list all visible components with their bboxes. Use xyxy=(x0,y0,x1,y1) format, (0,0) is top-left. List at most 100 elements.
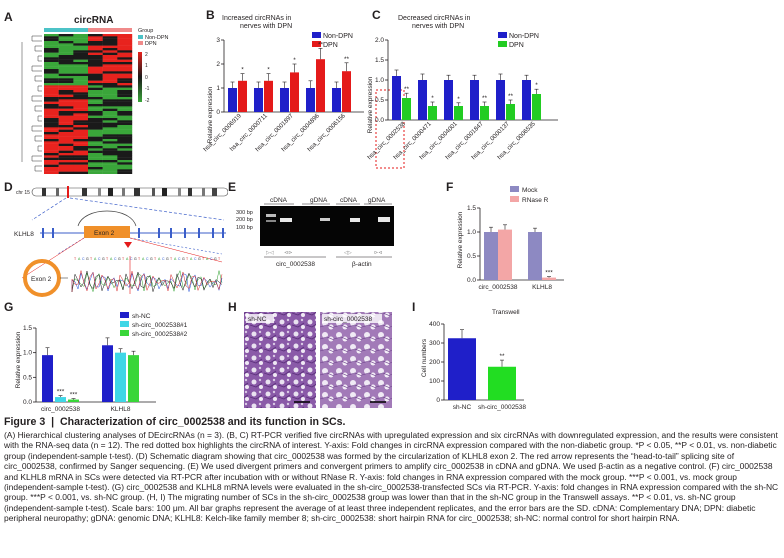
heatmap-cell xyxy=(88,92,103,95)
heatmap-cell xyxy=(102,141,118,144)
svg-text:T: T xyxy=(218,257,221,261)
heatmap-cell xyxy=(58,64,74,67)
heatmap-cell xyxy=(102,155,118,158)
legend-label-rnase: RNase R xyxy=(522,197,549,204)
heatmap-cell xyxy=(58,59,74,63)
bar xyxy=(418,80,427,120)
group-bar-dpn xyxy=(88,28,132,32)
heatmap-cell xyxy=(73,83,89,86)
heatmap-cell xyxy=(102,76,118,79)
svg-text:A: A xyxy=(190,257,193,261)
heatmap-cell xyxy=(102,111,118,114)
svg-text:A: A xyxy=(126,257,129,261)
heatmap-cell xyxy=(73,80,89,84)
heatmap-cell xyxy=(58,76,74,79)
heatmap-cell xyxy=(88,122,103,126)
heatmap-cell xyxy=(73,125,89,128)
micrograph-sh-circ xyxy=(320,312,392,408)
svg-text:T: T xyxy=(74,257,77,261)
heatmap-cell xyxy=(58,169,74,172)
heatmap-cell xyxy=(117,157,133,161)
heatmap-cell xyxy=(44,78,59,81)
heatmap-cell xyxy=(102,71,118,74)
heatmap-cell xyxy=(58,155,74,158)
bar xyxy=(316,59,325,112)
svg-text:C: C xyxy=(98,257,101,261)
heatmap-cell xyxy=(58,99,74,102)
bar xyxy=(528,232,542,280)
caption-title: Characterization of circ_0002538 and its… xyxy=(59,416,346,428)
heatmap-cell xyxy=(44,141,59,144)
heatmap-cell xyxy=(44,127,59,130)
svg-text:T: T xyxy=(154,257,157,261)
svg-text:T: T xyxy=(122,257,125,261)
highlight-dotted-box xyxy=(375,89,405,169)
heatmap-cell xyxy=(58,171,74,174)
gel-header-2: gDNA xyxy=(310,197,328,204)
heatmap-cell xyxy=(88,169,103,172)
bar xyxy=(542,277,556,280)
heatmap-cell xyxy=(73,111,89,114)
svg-text:T: T xyxy=(170,257,173,261)
heatmap-cell xyxy=(117,90,133,93)
heatmap-cell xyxy=(88,76,103,79)
legend-label-sh2: sh-circ_0002538#2 xyxy=(132,331,188,338)
heatmap-cell xyxy=(102,136,118,140)
svg-text:G: G xyxy=(86,257,89,261)
legend-swatch-non-dpn xyxy=(138,35,143,39)
heatmap-cell xyxy=(88,171,103,174)
figure-caption: Figure 3 | Characterization of circ_0002… xyxy=(4,416,780,524)
heatmap-cell xyxy=(88,155,103,158)
heatmap-cell xyxy=(117,120,133,123)
heatmap-cell xyxy=(73,160,89,163)
heatmap-cell xyxy=(88,101,103,105)
heatmap-cell xyxy=(73,108,89,112)
heatmap-cell xyxy=(117,101,133,105)
heatmap-cell xyxy=(58,167,74,170)
heatmap-cell xyxy=(88,94,103,98)
heatmap-cell xyxy=(58,101,74,105)
heatmap-cell xyxy=(73,136,89,140)
heatmap-cell xyxy=(58,57,74,60)
heatmap-cell xyxy=(73,167,89,170)
significance-mark: ** xyxy=(344,56,350,63)
heatmap-cell xyxy=(44,87,59,91)
heatmap-cell xyxy=(102,101,118,105)
bar xyxy=(306,88,315,112)
heatmap-cell xyxy=(58,69,74,72)
panel-g-ylabel: Relative expression xyxy=(15,331,22,388)
gel-group-actin: β-actin xyxy=(352,261,372,268)
heatmap-cell xyxy=(102,118,118,121)
svg-text:C: C xyxy=(194,257,197,261)
heatmap-cell xyxy=(88,87,103,91)
gel-group-circ: circ_0002538 xyxy=(276,261,315,268)
bar xyxy=(428,106,437,120)
heatmap-cell xyxy=(44,160,59,163)
bar xyxy=(506,104,515,120)
heatmap-cell xyxy=(73,43,89,46)
exon2-label: Exon 2 xyxy=(94,230,115,237)
y-tick-label: 3 xyxy=(216,37,220,44)
heatmap-cell xyxy=(73,45,89,49)
heatmap-cell xyxy=(102,73,118,77)
heatmap-cell xyxy=(117,139,133,142)
heatmap-cell xyxy=(44,146,59,149)
heatmap-cell xyxy=(44,45,59,49)
heatmap-cell xyxy=(58,127,74,130)
heatmap-cell xyxy=(44,50,59,53)
heatmap-cell xyxy=(58,162,74,165)
panel-label-h: H xyxy=(228,300,237,314)
panel-c-chart: Decreased circRNAs in nerves with DPN Re… xyxy=(366,15,558,169)
heatmap-cell xyxy=(44,62,59,65)
heatmap-cell xyxy=(117,122,133,126)
scale-tick-0: 0 xyxy=(145,75,148,81)
heatmap-cell xyxy=(73,87,89,91)
heatmap-cell xyxy=(102,146,118,149)
heatmap-cell xyxy=(88,125,103,128)
bar xyxy=(55,397,66,402)
panel-label-i: I xyxy=(412,300,416,314)
legend-label-shnc: sh-NC xyxy=(132,313,151,320)
bar xyxy=(488,366,516,400)
heatmap-cell xyxy=(88,73,103,77)
